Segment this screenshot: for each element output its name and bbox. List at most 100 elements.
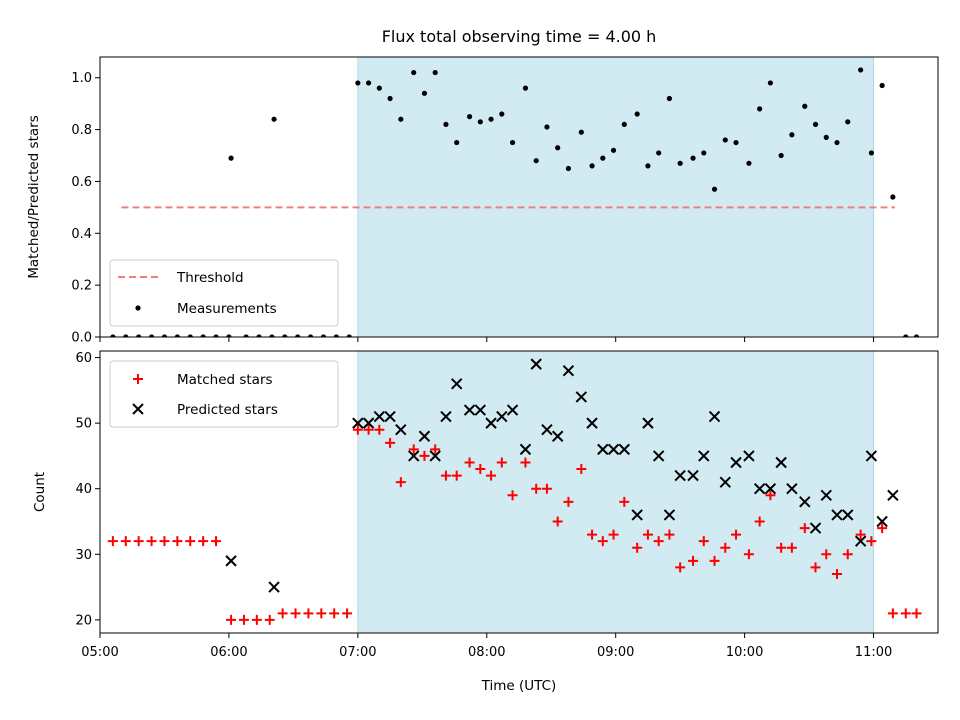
measurements-point xyxy=(802,103,808,109)
predicted-stars-point xyxy=(373,410,386,423)
measurements-point xyxy=(913,334,920,337)
matched-stars-point xyxy=(277,608,288,619)
measurements-point xyxy=(466,114,473,120)
predicted-stars-point xyxy=(831,509,843,521)
count-y-tick-label: 60 xyxy=(75,351,92,366)
predicted-stars-point xyxy=(429,450,441,462)
matched-stars-point xyxy=(133,536,144,547)
ratio-y-tick-label: 0.2 xyxy=(71,279,92,294)
measurements-point xyxy=(565,165,572,172)
matched-stars-point xyxy=(290,608,301,619)
matched-stars-point xyxy=(698,536,709,547)
measurements-point xyxy=(398,116,404,122)
measurements-point xyxy=(610,147,617,153)
measurements-point xyxy=(228,155,234,161)
matched-stars-point xyxy=(855,529,866,540)
measurements-point xyxy=(722,137,728,143)
matched-stars-point xyxy=(877,523,888,534)
predicted-stars-point xyxy=(541,423,553,436)
matched-stars-point xyxy=(363,424,374,435)
predicted-stars-point xyxy=(820,489,832,501)
predicted-stars-point xyxy=(775,456,787,469)
measurements-point xyxy=(621,121,627,128)
x-tick-label: 11:00 xyxy=(855,645,892,660)
measurements-point xyxy=(477,119,483,125)
predicted-stars-point xyxy=(876,515,888,528)
predicted-stars-point xyxy=(719,476,731,488)
measurements-point xyxy=(110,334,116,337)
ratio-y-tick-label: 0.6 xyxy=(71,175,92,190)
matched-stars-point xyxy=(172,536,183,547)
predicted-stars-point xyxy=(698,450,710,462)
matched-stars-point xyxy=(451,470,462,481)
measurements-point xyxy=(858,67,864,73)
matched-stars-point xyxy=(352,424,363,435)
measurements-point xyxy=(733,139,739,146)
matched-legend-label: Matched stars xyxy=(177,372,273,388)
measurements-point xyxy=(136,334,142,337)
ratio-legend-box xyxy=(109,259,339,327)
matched-stars-point xyxy=(832,568,843,579)
predicted-stars-point xyxy=(674,469,686,482)
ratio-observing-window xyxy=(357,57,874,337)
measurements-point xyxy=(757,106,763,112)
predicted-stars-point xyxy=(474,404,487,416)
matched-stars-point xyxy=(430,444,441,455)
measurements-point xyxy=(320,334,327,337)
matched-stars-point xyxy=(475,464,486,475)
count-y-tick-label: 30 xyxy=(75,548,92,563)
predicted-stars-point xyxy=(865,450,878,462)
matched-stars-point xyxy=(821,549,832,560)
matched-stars-point xyxy=(464,457,475,468)
measurements-point xyxy=(522,85,529,91)
measurements-point xyxy=(148,334,155,337)
count-panel: 20 30 40 50 60 05:00 06:00 07:00 08:00 09:00 10:00… xyxy=(32,350,939,694)
count-y-axis-label: Count xyxy=(32,472,48,512)
matched-stars-point xyxy=(720,542,731,553)
measurements-point xyxy=(282,334,288,337)
predicted-stars-point xyxy=(551,430,564,442)
measurements-point xyxy=(812,121,819,128)
matched-stars-point xyxy=(799,523,810,534)
matched-stars-point xyxy=(576,464,587,475)
measurements-point xyxy=(589,163,595,169)
measurements-point xyxy=(213,334,219,337)
x-tick-label: 08:00 xyxy=(468,645,505,660)
matched-stars-point xyxy=(440,470,451,481)
matched-stars-point xyxy=(374,424,385,435)
measurements-point xyxy=(421,90,428,96)
predicted-stars-point xyxy=(586,417,598,429)
ratio-y-tick-label: 0.0 xyxy=(71,331,92,346)
measurements-point xyxy=(509,139,516,146)
x-tick-label: 10:00 xyxy=(726,645,763,660)
matched-stars-point xyxy=(642,529,653,540)
matched-stars-point xyxy=(303,608,314,619)
measurements-point xyxy=(454,139,460,146)
measurements-point xyxy=(200,334,206,337)
matched-stars-point xyxy=(754,516,765,527)
predicted-stars-point xyxy=(730,456,742,469)
matched-stars-point xyxy=(842,549,853,560)
measurements-point xyxy=(226,334,232,337)
matched-stars-point xyxy=(226,614,237,625)
matched-stars-point xyxy=(810,562,821,573)
predicted-stars-point xyxy=(463,404,476,416)
predicted-stars-point xyxy=(764,483,777,495)
measurements-point xyxy=(578,129,584,135)
matched-stars-point xyxy=(342,608,353,619)
predicted-stars-point xyxy=(519,443,532,456)
matched-legend-swatch xyxy=(133,374,143,384)
measurements-point xyxy=(823,134,829,140)
matched-stars-point xyxy=(198,536,209,547)
predicted-stars-point xyxy=(362,417,375,429)
measurements-point xyxy=(746,160,752,166)
measurements-point xyxy=(701,150,707,156)
measurements-point xyxy=(376,85,382,91)
measurements-point xyxy=(778,152,784,159)
matched-stars-point xyxy=(632,542,643,553)
matched-stars-point xyxy=(887,608,898,619)
matched-stars-point xyxy=(541,483,552,494)
count-ticks: 20 30 40 50 60 05:00 06:00 07:00 08:00 09:00 10:00… xyxy=(75,351,892,660)
matched-stars-point xyxy=(776,542,787,553)
